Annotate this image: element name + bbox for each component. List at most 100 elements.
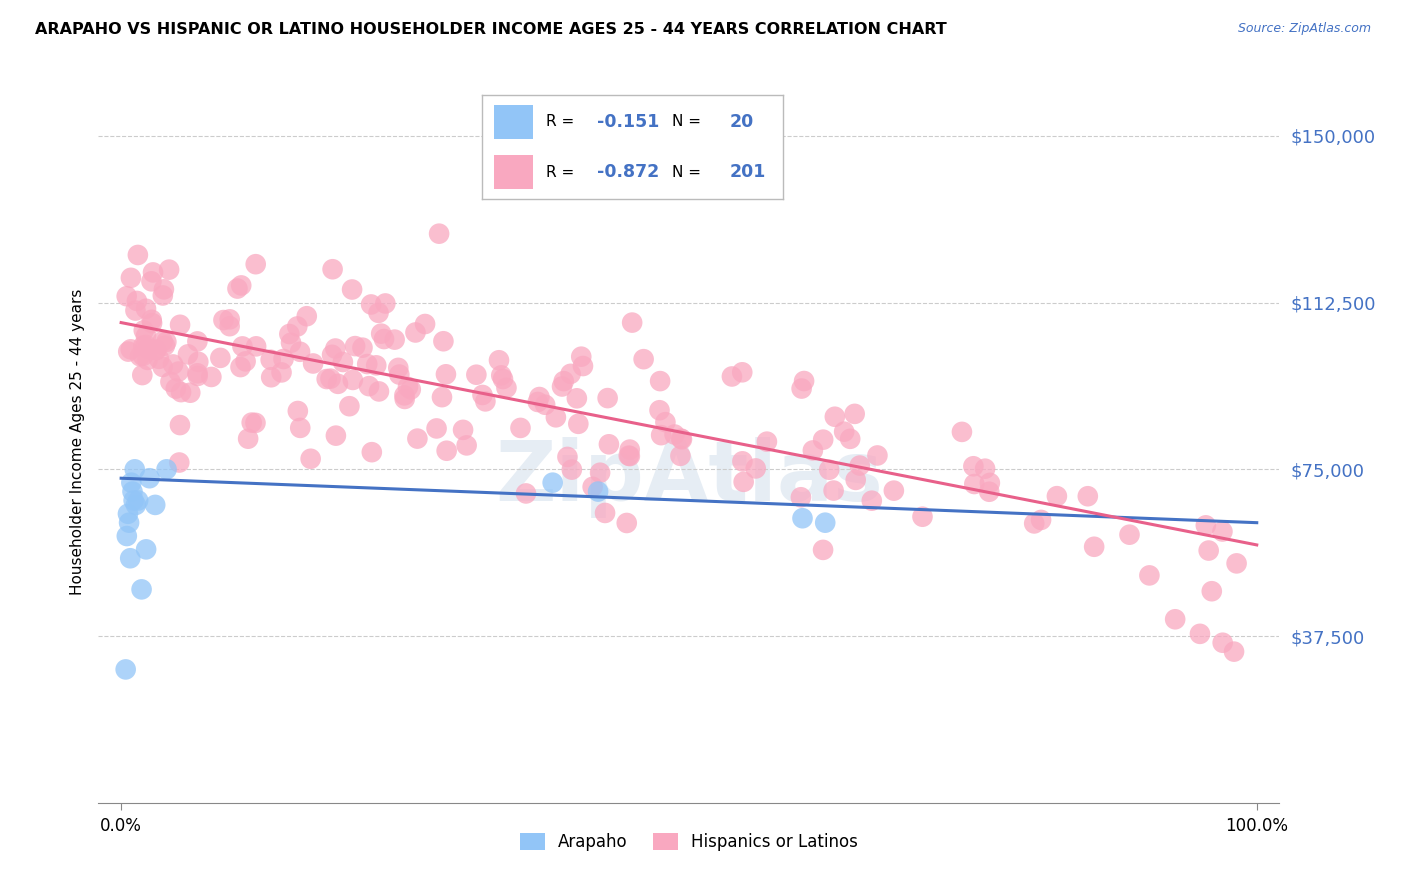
Text: ARAPAHO VS HISPANIC OR LATINO HOUSEHOLDER INCOME AGES 25 - 44 YEARS CORRELATION : ARAPAHO VS HISPANIC OR LATINO HOUSEHOLDE… <box>35 22 946 37</box>
Point <box>141 316 163 330</box>
Legend: Arapaho, Hispanics or Latinos: Arapaho, Hispanics or Latinos <box>512 825 866 860</box>
Point <box>1046 489 1069 503</box>
Point <box>582 480 605 494</box>
Point <box>860 493 883 508</box>
Point <box>370 326 392 341</box>
Point <box>621 316 644 330</box>
Point <box>165 382 187 396</box>
Point <box>360 445 382 459</box>
Point <box>589 466 612 480</box>
Point <box>153 338 176 352</box>
Point <box>911 509 934 524</box>
Point <box>492 372 515 386</box>
Point <box>396 380 419 394</box>
Point <box>229 360 252 375</box>
Point <box>848 458 870 473</box>
Point <box>1223 645 1246 659</box>
Point <box>553 374 575 388</box>
Point <box>839 432 862 446</box>
Point <box>273 351 295 366</box>
Point <box>541 475 564 490</box>
Point <box>755 434 778 449</box>
Point <box>186 367 208 381</box>
Point <box>368 384 391 399</box>
Point <box>339 399 361 413</box>
Point <box>115 289 138 303</box>
Point <box>127 493 149 508</box>
Point <box>974 461 997 475</box>
Point <box>406 432 429 446</box>
Point <box>669 432 692 446</box>
Y-axis label: Householder Income Ages 25 - 44 years: Householder Income Ages 25 - 44 years <box>69 288 84 595</box>
Point <box>844 407 866 421</box>
Point <box>167 365 190 379</box>
Point <box>567 417 589 431</box>
Point <box>245 416 267 430</box>
Point <box>963 477 986 491</box>
Point <box>170 385 193 400</box>
Point <box>1024 516 1046 531</box>
Point <box>586 484 609 499</box>
Point <box>169 418 191 433</box>
Point <box>322 262 344 277</box>
Point <box>120 475 142 490</box>
Point <box>141 313 163 327</box>
Point <box>127 248 149 262</box>
Point <box>142 265 165 279</box>
Point <box>650 374 672 388</box>
Point <box>488 353 510 368</box>
Point <box>671 432 693 446</box>
Point <box>436 443 458 458</box>
Point <box>235 354 257 368</box>
Point <box>129 349 152 363</box>
Point <box>245 339 267 353</box>
Point <box>529 390 551 404</box>
Point <box>1164 612 1187 626</box>
Point <box>560 367 582 381</box>
Point <box>561 462 583 476</box>
Point <box>136 352 159 367</box>
Point <box>135 301 157 316</box>
Point <box>118 516 141 530</box>
Point <box>832 425 855 439</box>
Point <box>162 358 184 372</box>
Point <box>557 450 579 464</box>
Point <box>790 382 813 396</box>
Point <box>790 490 813 504</box>
Point <box>155 462 177 476</box>
Point <box>143 498 166 512</box>
Point <box>117 507 139 521</box>
Point <box>616 516 638 530</box>
Point <box>177 347 200 361</box>
Point <box>866 449 889 463</box>
Point <box>374 296 396 310</box>
Point <box>120 270 142 285</box>
Point <box>1212 636 1234 650</box>
Point <box>731 454 754 468</box>
Point <box>388 368 411 382</box>
Point <box>187 355 209 369</box>
Point <box>152 334 174 349</box>
Point <box>491 368 513 383</box>
Point <box>814 516 837 530</box>
Point <box>432 334 454 349</box>
Point <box>117 344 139 359</box>
Point <box>883 483 905 498</box>
Point <box>1077 489 1099 503</box>
Point <box>145 343 167 357</box>
Point <box>155 334 177 349</box>
Point <box>159 375 181 389</box>
Point <box>344 339 367 353</box>
Point <box>260 370 283 384</box>
Point <box>325 342 347 356</box>
Point <box>287 404 309 418</box>
Point <box>179 385 201 400</box>
Point <box>1118 527 1140 541</box>
Point <box>321 348 343 362</box>
Point <box>394 392 416 406</box>
Point <box>596 391 619 405</box>
Point <box>648 403 671 417</box>
Point <box>619 442 641 457</box>
Point <box>733 475 755 489</box>
Point <box>186 334 208 349</box>
